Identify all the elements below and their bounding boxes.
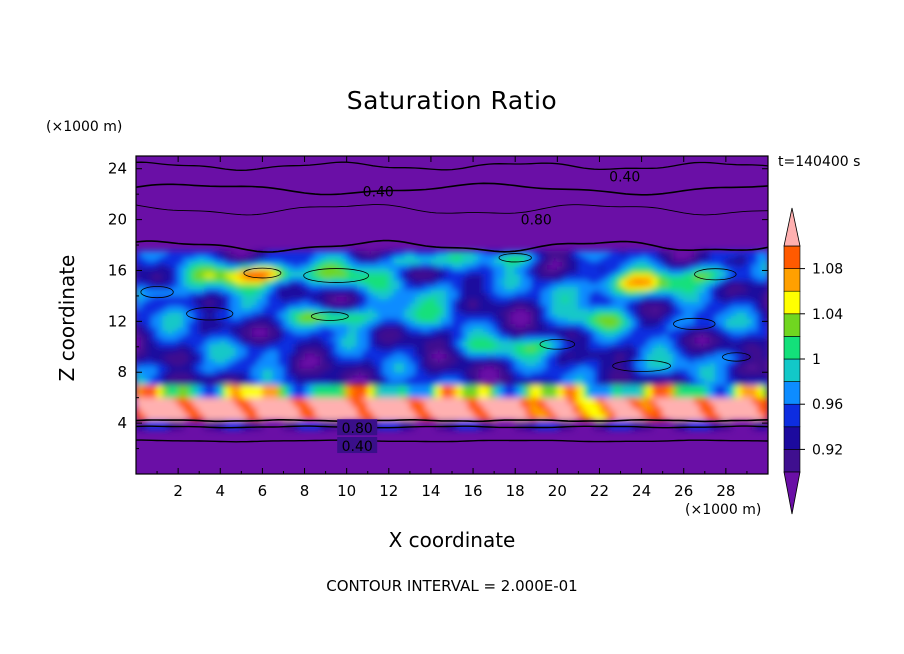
x-tick-label: 22 bbox=[590, 482, 609, 500]
colorbar-tick-label: 1 bbox=[812, 352, 821, 368]
contour-loop bbox=[539, 338, 576, 350]
contour-interval-note: CONTOUR INTERVAL = 2.000E-01 bbox=[326, 577, 578, 595]
contour-line bbox=[136, 239, 768, 253]
contour-label: 0.80 bbox=[521, 213, 552, 229]
contour-loop bbox=[694, 268, 737, 281]
x-tick-label: 28 bbox=[716, 482, 735, 500]
time-label: t=140400 s bbox=[778, 154, 861, 170]
y-tick-label: 4 bbox=[117, 414, 127, 432]
colorbar-segment bbox=[783, 358, 801, 382]
y-tick-label: 24 bbox=[108, 160, 127, 178]
contour-label: 0.40 bbox=[609, 169, 640, 185]
y-tick-label: 16 bbox=[108, 261, 127, 279]
x-tick-label: 6 bbox=[258, 482, 268, 500]
colorbar-tick-label: 0.92 bbox=[812, 442, 843, 458]
contour-loop bbox=[243, 267, 282, 279]
contour-line bbox=[136, 439, 768, 443]
x-tick-label: 18 bbox=[506, 482, 525, 500]
x-tick-label: 14 bbox=[421, 482, 440, 500]
colorbar-segment bbox=[783, 403, 801, 428]
contour-label: 0.80 bbox=[342, 421, 373, 437]
contour-label: 0.40 bbox=[363, 185, 394, 201]
contour-loop bbox=[673, 317, 716, 330]
x-tick-label: 20 bbox=[548, 482, 567, 500]
colorbar-segment bbox=[783, 381, 801, 405]
colorbar-segment bbox=[783, 426, 801, 450]
contour-loop bbox=[186, 307, 234, 321]
x-tick-label: 10 bbox=[337, 482, 356, 500]
colorbar-segment bbox=[783, 336, 801, 360]
contour-loop bbox=[722, 352, 751, 362]
contour-label: 0.40 bbox=[342, 439, 373, 455]
colorbar-segment bbox=[783, 290, 801, 315]
contour-loop bbox=[310, 311, 349, 321]
x-tick-label: 24 bbox=[632, 482, 651, 500]
colorbar-tick-label: 1.04 bbox=[812, 307, 843, 323]
colorbar-segment bbox=[783, 449, 801, 473]
y-tick-label: 12 bbox=[108, 312, 127, 330]
contour-line bbox=[136, 182, 768, 196]
contour-loop bbox=[303, 268, 369, 283]
x-axis-unit: (×1000 m) bbox=[685, 502, 762, 518]
x-tick-label: 2 bbox=[173, 482, 183, 500]
x-tick-label: 4 bbox=[215, 482, 225, 500]
y-tick-label: 20 bbox=[108, 211, 127, 229]
y-tick-label: 8 bbox=[117, 363, 127, 381]
contour-label-bg bbox=[337, 419, 378, 436]
colorbar-under-triangle bbox=[783, 471, 801, 515]
contour-loop bbox=[498, 253, 532, 263]
x-tick-label: 12 bbox=[379, 482, 398, 500]
x-tick-label: 26 bbox=[674, 482, 693, 500]
colorbar-segment bbox=[783, 268, 801, 292]
x-tick-label: 16 bbox=[464, 482, 483, 500]
contour-line bbox=[136, 425, 768, 429]
chart-title: Saturation Ratio bbox=[346, 86, 558, 115]
contour-label-bg bbox=[337, 437, 378, 454]
contour-line bbox=[136, 161, 768, 171]
contour-loop bbox=[612, 359, 671, 372]
contour-line bbox=[136, 418, 768, 423]
x-axis-label: X coordinate bbox=[388, 528, 516, 552]
contour-line bbox=[136, 204, 768, 216]
colorbar-segment bbox=[783, 245, 801, 269]
x-tick-label: 8 bbox=[300, 482, 310, 500]
colorbar-segment bbox=[783, 313, 801, 337]
saturation-field bbox=[136, 251, 768, 430]
colorbar-over-triangle bbox=[783, 207, 801, 247]
colorbar-tick-label: 0.96 bbox=[812, 397, 843, 413]
contour-loop bbox=[140, 286, 174, 299]
y-axis-unit: (×1000 m) bbox=[46, 119, 123, 135]
colorbar-tick-label: 1.08 bbox=[812, 262, 843, 278]
